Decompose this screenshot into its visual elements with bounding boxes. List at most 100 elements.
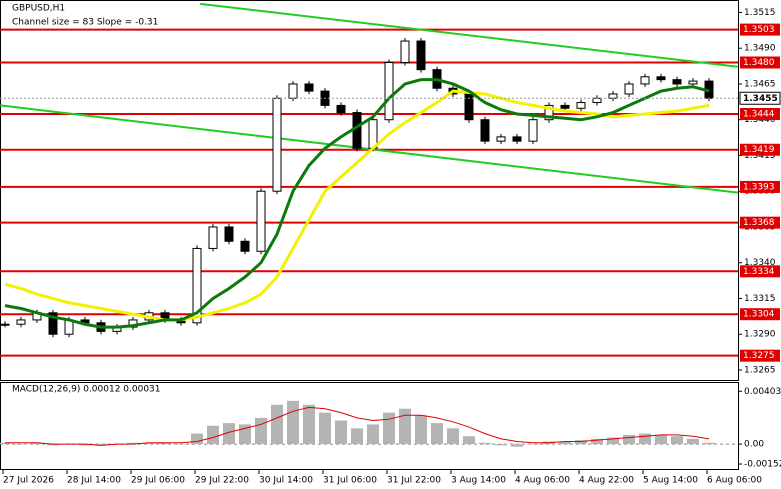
level-label: 1.3334 [743, 267, 775, 277]
macd-bar [607, 437, 619, 445]
macd-bar [559, 441, 571, 445]
macd-bar [207, 425, 219, 445]
y-tick-label: 1.3440 [744, 115, 776, 125]
price-frame [0, 0, 739, 381]
macd-bar [95, 444, 107, 446]
candle [640, 76, 650, 85]
x-tick-label: 29 Jul 06:00 [131, 476, 185, 486]
y-tick-label: 1.3315 [744, 294, 776, 304]
candle [336, 104, 346, 114]
level-label-box [740, 308, 780, 321]
macd-bar [687, 438, 699, 445]
channel-line [200, 2, 738, 68]
level-label-box [740, 56, 780, 69]
macd-bar [15, 444, 27, 445]
macd-bar [399, 408, 411, 445]
y-tick-label: 1.3340 [744, 258, 776, 268]
level-label-box [740, 180, 780, 193]
macd-bar [527, 444, 539, 445]
y-tick-label: 1.3265 [744, 365, 776, 375]
y-tick-label: 1.3515 [744, 8, 776, 18]
y-tick-label: 0.00 [744, 440, 764, 450]
macd-title: MACD(12,26,9) 0.00012 0.00031 [12, 385, 161, 395]
level-label: 1.3503 [743, 25, 775, 35]
y-tick-label: 1.3465 [744, 79, 776, 89]
candle [48, 312, 58, 335]
candle [480, 119, 490, 142]
level-label-box [740, 107, 780, 120]
channel-line [0, 104, 738, 194]
candle [384, 61, 394, 121]
macd-bar [191, 433, 203, 445]
macd-bar [591, 438, 603, 445]
macd-bar [175, 444, 187, 445]
macd-bar [623, 434, 635, 445]
macd-bar [303, 404, 315, 445]
macd-bar [335, 420, 347, 445]
macd-bar [575, 440, 587, 445]
macd-bar [127, 442, 139, 445]
candle [496, 136, 506, 142]
macd-bar [415, 415, 427, 445]
macd-bar [495, 444, 507, 446]
moving-average [4, 78, 710, 329]
macd-bar [655, 434, 667, 445]
macd-bar [0, 442, 11, 445]
level-label: 1.3419 [743, 145, 775, 155]
level-label: 1.3275 [743, 351, 775, 361]
candle [656, 76, 666, 81]
macd-bar [287, 400, 299, 445]
candle [272, 97, 282, 192]
candle [512, 136, 522, 142]
macd-bar [143, 442, 155, 445]
x-tick-label: 29 Jul 22:00 [195, 476, 249, 486]
y-tick-label: 0.00403 [744, 387, 781, 397]
x-tick-label: 31 Jul 06:00 [323, 476, 377, 486]
macd-bar [271, 404, 283, 445]
moving-average [4, 89, 710, 322]
x-tick-label: 6 Aug 06:00 [707, 476, 762, 486]
current-price-box [739, 91, 781, 105]
level-label: 1.3480 [743, 58, 775, 68]
macd-bar [431, 423, 443, 445]
candle [624, 83, 634, 95]
candle [544, 104, 554, 121]
macd-bar [159, 442, 171, 445]
macd-bar [351, 428, 363, 445]
candle [304, 83, 314, 92]
macd-bar [79, 444, 91, 446]
candle [240, 240, 250, 252]
macd-bar [639, 433, 651, 445]
chart-subtitle: Channel size = 83 Slope = -0.31 [12, 18, 158, 28]
level-label: 1.3304 [743, 310, 775, 320]
macd-bar [463, 436, 475, 445]
chart-title: GBPUSD,H1 [12, 4, 65, 14]
candle [16, 319, 26, 325]
x-tick-label: 30 Jul 14:00 [259, 476, 313, 486]
level-label-box [740, 23, 780, 36]
candle [256, 190, 266, 252]
y-tick-label: -0.00152 [744, 460, 781, 470]
candle [528, 119, 538, 142]
candle [400, 40, 410, 63]
candle [592, 97, 602, 104]
candle [352, 112, 362, 149]
x-tick-label: 31 Jul 22:00 [387, 476, 441, 486]
macd-bar [255, 417, 267, 445]
macd-bar [703, 442, 715, 445]
macd-bar [479, 442, 491, 445]
macd-bar [671, 436, 683, 445]
level-label-box [740, 143, 780, 156]
candle [416, 40, 426, 71]
level-label-box [740, 265, 780, 278]
level-label: 1.3393 [743, 182, 775, 192]
candle [288, 83, 298, 99]
level-label-box [740, 216, 780, 229]
y-tick-label: 1.3490 [744, 44, 776, 54]
candle [192, 247, 202, 324]
y-tick-label: 1.3415 [744, 151, 776, 161]
x-tick-label: 4 Aug 22:00 [579, 476, 634, 486]
macd-bar [319, 412, 331, 445]
level-label: 1.3368 [743, 218, 775, 228]
